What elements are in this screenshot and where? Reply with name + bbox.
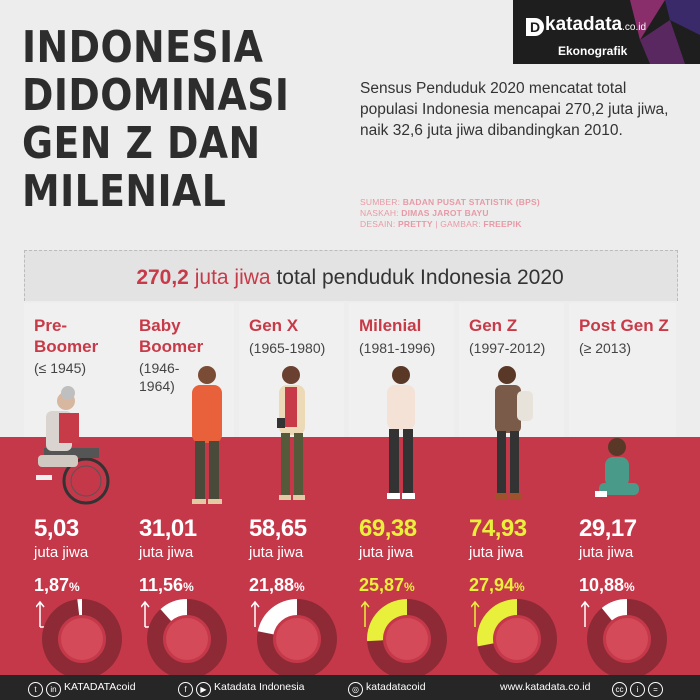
generation-name: Gen Z — [469, 316, 518, 335]
footer-website[interactable]: www.katadata.co.id — [500, 681, 591, 693]
arrow-icon — [471, 600, 480, 627]
generation-column-milenial: Milenial (1981-1996) 69,38 juta jiwa 25,… — [349, 303, 454, 679]
footer-social-1[interactable]: t in KATADATAcoid — [28, 681, 136, 697]
by-icon: i — [630, 682, 645, 697]
instagram-icon: ◎ — [348, 682, 363, 697]
credits: SUMBER: BADAN PUSAT STATISTIK (BPS) NASK… — [360, 197, 540, 230]
generation-years: (≥ 2013) — [579, 340, 632, 356]
teen-backpack-icon — [495, 366, 533, 499]
generation-name: Baby Boomer — [139, 316, 204, 356]
population-value: 58,65 — [249, 515, 307, 542]
population-percent: 21,88% — [249, 575, 305, 595]
generation-column-post-gen-z: Post Gen Z (≥ 2013) 29,17 juta jiwa 10,8… — [569, 303, 676, 679]
population-value: 74,93 — [469, 515, 527, 542]
population-value: 5,03 — [34, 515, 79, 542]
population-unit: juta jiwa — [34, 544, 89, 561]
logo-d-icon: D — [526, 18, 544, 36]
generation-name: Gen X — [249, 316, 299, 335]
page-title: INDONESIA DIDOMINASI GEN Z DAN MILENIAL — [22, 22, 290, 217]
share-arc — [367, 599, 407, 642]
share-arc — [601, 599, 627, 621]
total-population-text: 270,2 juta jiwa total penduduk Indonesia… — [24, 266, 676, 290]
nd-icon: = — [648, 682, 663, 697]
twitter-icon: t — [28, 682, 43, 697]
generation-name: Milenial — [359, 316, 422, 335]
population-unit: juta jiwa — [139, 544, 194, 561]
generation-years: (1981-1996) — [359, 340, 436, 356]
facebook-icon: f — [178, 682, 193, 697]
license-icons: cc i = — [612, 681, 666, 697]
woman-standing-icon — [277, 366, 305, 500]
cc-icon: cc — [612, 682, 627, 697]
population-percent: 10,88% — [579, 575, 635, 595]
generation-years: (1965-1980) — [249, 340, 326, 356]
generation-column-pre-boomer: Pre- Boomer (≤ 1945) 5,03 juta jiwa 1,87… — [24, 303, 129, 679]
share-arc — [160, 599, 187, 622]
footer-social-2[interactable]: f ▶ Katadata Indonesia — [178, 681, 305, 697]
elderly-wheelchair-icon — [36, 386, 110, 505]
footer-social-3[interactable]: ◎ katadatacoid — [348, 681, 426, 697]
youtube-icon: ▶ — [196, 682, 211, 697]
share-donut — [587, 599, 667, 679]
ekonografik-label: Ekonografik — [558, 44, 628, 58]
generation-column-baby-boomer: Baby Boomer (1946- 1964) 31,01 juta jiwa… — [129, 303, 234, 679]
generation-years: (1946- 1964) — [139, 360, 180, 394]
share-donut — [367, 599, 447, 679]
share-donut — [147, 599, 227, 679]
generation-name: Post Gen Z — [579, 316, 669, 335]
population-unit: juta jiwa — [249, 544, 304, 561]
credit-source: SUMBER: BADAN PUSAT STATISTIK (BPS) — [360, 197, 540, 207]
intro-text: Sensus Penduduk 2020 mencatat total popu… — [360, 80, 669, 139]
population-value: 69,38 — [359, 515, 417, 542]
total-label: total penduduk Indonesia 2020 — [276, 266, 564, 289]
generation-years: (1997-2012) — [469, 340, 546, 356]
population-unit: juta jiwa — [579, 544, 634, 561]
population-unit: juta jiwa — [359, 544, 414, 561]
population-percent: 1,87% — [34, 575, 80, 595]
linkedin-icon: in — [46, 682, 61, 697]
young-man-icon — [387, 366, 415, 499]
population-unit: juta jiwa — [469, 544, 524, 561]
generation-years: (≤ 1945) — [34, 360, 87, 376]
child-sitting-icon — [595, 438, 639, 497]
credit-design: DESAIN: PRETTY | GAMBAR: FREEPIK — [360, 219, 522, 229]
generation-name: Pre- Boomer — [34, 316, 99, 356]
total-number: 270,2 — [136, 266, 189, 289]
arrow-icon — [581, 600, 590, 627]
generation-column-gen-z: Gen Z (1997-2012) 74,93 juta jiwa 27,94% — [459, 303, 564, 679]
total-banner — [24, 250, 678, 301]
population-percent: 27,94% — [469, 575, 525, 595]
generation-column-gen-x: Gen X (1965-1980) 58,65 juta jiwa 21,88% — [239, 303, 344, 679]
share-arc — [257, 599, 297, 635]
population-value: 31,01 — [139, 515, 197, 542]
population-percent: 11,56% — [139, 575, 194, 595]
share-arc — [77, 599, 82, 616]
share-donut — [42, 599, 122, 679]
share-donut — [477, 599, 557, 679]
share-donut — [257, 599, 337, 679]
footer: t in KATADATAcoid f ▶ Katadata Indonesia ◎ ka… — [0, 675, 700, 700]
arrow-icon — [361, 600, 370, 627]
population-value: 29,17 — [579, 515, 637, 542]
total-unit: juta jiwa — [194, 266, 271, 289]
credit-writer: NASKAH: DIMAS JAROT BAYU — [360, 208, 489, 218]
man-standing-icon — [192, 366, 222, 504]
logo-decoration — [630, 0, 700, 64]
population-percent: 25,87% — [359, 575, 415, 595]
share-arc — [477, 599, 517, 647]
arrow-icon — [251, 600, 260, 627]
